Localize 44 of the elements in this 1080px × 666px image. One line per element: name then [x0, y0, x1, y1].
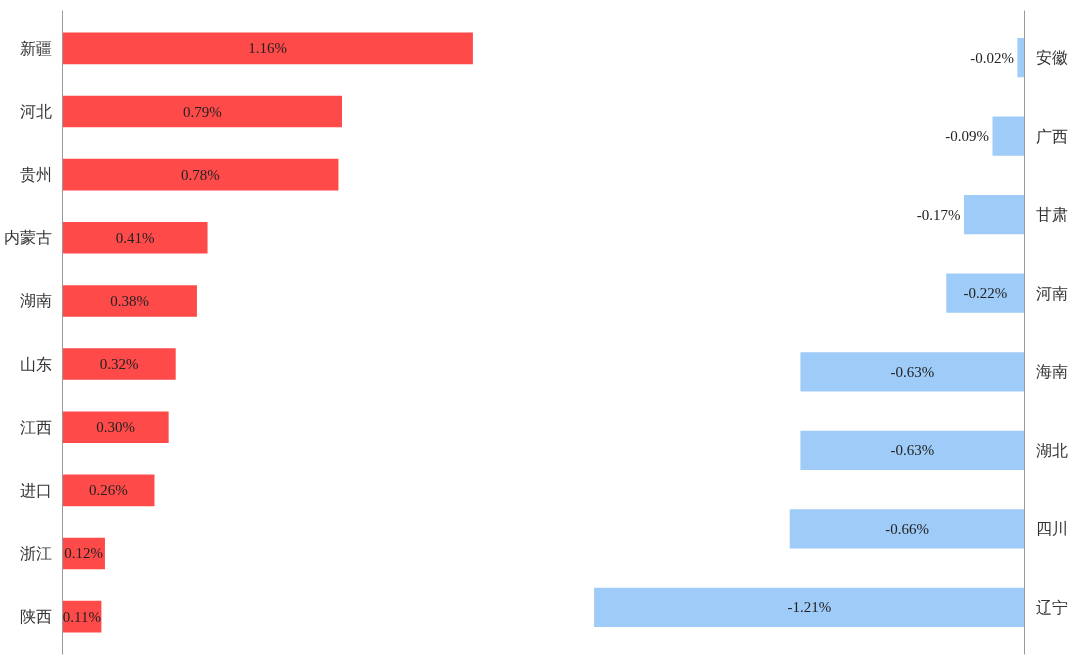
y-tick-label: 新疆: [19, 38, 52, 58]
data-label: -0.02%: [970, 49, 1014, 66]
y-tick-label: 辽宁: [1035, 597, 1068, 617]
data-label: -0.17%: [916, 206, 961, 223]
data-label: -0.63%: [890, 442, 935, 459]
y-tick-label: 四川: [1035, 519, 1068, 539]
y-tick-label: 河北: [19, 102, 52, 122]
data-label: 0.41%: [115, 229, 155, 246]
data-label: 0.78%: [181, 166, 220, 183]
y-tick-label: 陕西: [19, 607, 52, 627]
data-label: -1.21%: [787, 599, 832, 616]
data-label: -0.09%: [945, 128, 990, 145]
bar: [62, 348, 176, 380]
y-tick-label: 内蒙古: [3, 228, 52, 248]
y-tick-label: 安徽: [1035, 48, 1068, 68]
y-tick-label: 广西: [1035, 126, 1068, 146]
data-label: -0.22%: [963, 285, 1008, 302]
y-tick-label: 山东: [19, 354, 52, 374]
y-tick-label: 湖北: [1035, 440, 1068, 460]
bar: [62, 411, 169, 443]
bar: [62, 95, 342, 128]
data-label: -0.66%: [885, 520, 929, 537]
bar: [62, 158, 339, 191]
data-label: 0.79%: [182, 103, 222, 120]
y-tick-label: 贵州: [19, 165, 52, 185]
data-label: 0.12%: [64, 545, 104, 562]
data-label: -0.63%: [890, 363, 935, 380]
y-tick-label: 河南: [1035, 283, 1068, 303]
data-label: 0.11%: [62, 608, 102, 625]
y-tick-label: 湖南: [19, 291, 52, 311]
bar: [62, 32, 473, 65]
y-tick-label: 甘肃: [1035, 205, 1068, 225]
y-tick-label: 进口: [19, 480, 52, 500]
data-label: 0.38%: [110, 292, 150, 309]
y-tick-label: 浙江: [19, 543, 52, 563]
bar: [62, 222, 208, 254]
y-tick-label: 江西: [19, 417, 52, 437]
data-label: 1.16%: [248, 40, 288, 57]
data-label: 0.32%: [99, 356, 139, 373]
data-label: 0.26%: [89, 482, 128, 499]
bar: [62, 474, 155, 507]
y-tick-label: 海南: [1035, 362, 1068, 382]
bar: [62, 285, 197, 317]
data-label: 0.30%: [96, 419, 135, 436]
